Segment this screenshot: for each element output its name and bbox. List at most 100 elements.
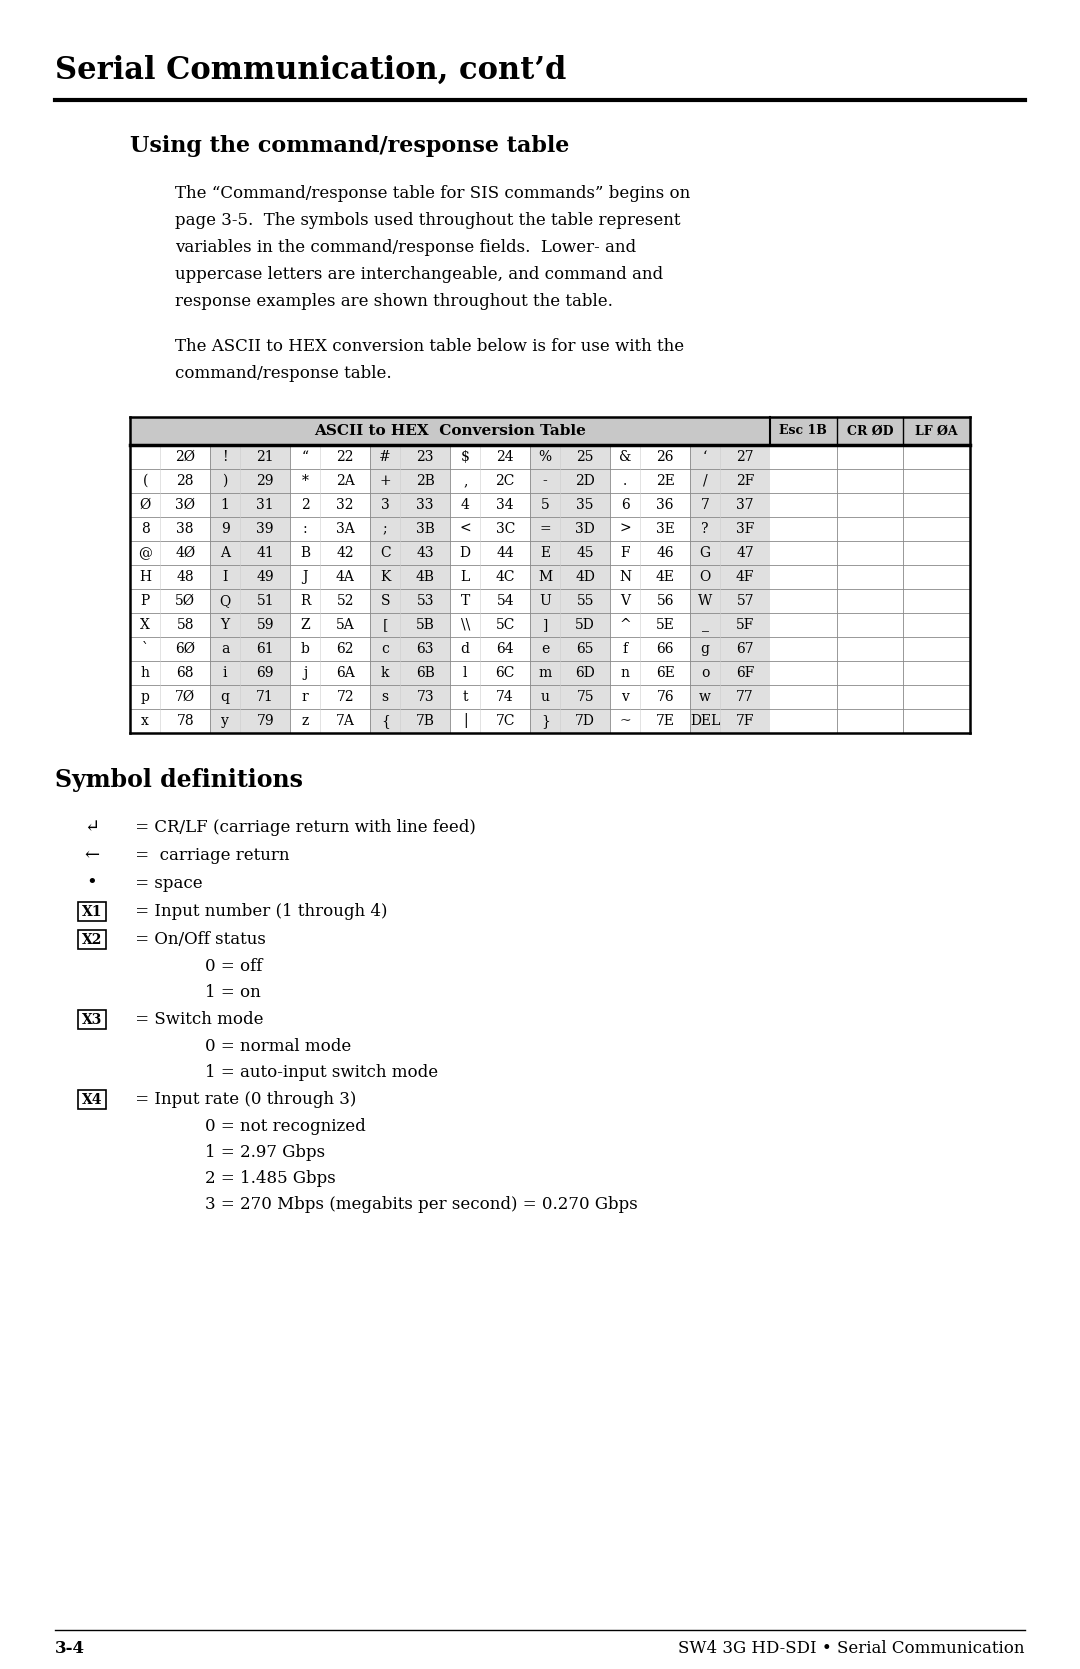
Text: 68: 68 [176,666,194,679]
Text: 78: 78 [176,714,194,728]
Text: uppercase letters are interchangeable, and command and: uppercase letters are interchangeable, a… [175,265,663,284]
Text: ): ) [222,474,228,487]
Text: {: { [381,714,390,728]
Bar [210,469,291,492]
Bar [690,566,770,589]
Text: X1: X1 [82,905,103,918]
Bar [210,589,291,613]
Text: 54: 54 [497,594,514,608]
Text: F: F [620,546,630,561]
Text: J: J [302,571,308,584]
Text: 65: 65 [577,643,594,656]
Text: i: i [222,666,228,679]
Text: 44: 44 [497,546,514,561]
Text: ~: ~ [620,714,631,728]
Text: 21: 21 [256,451,274,464]
Bar [530,661,610,684]
Text: T: T [460,594,470,608]
Text: y: y [221,714,229,728]
Text: 3: 3 [381,497,390,512]
Bar [530,709,610,733]
Text: 7C: 7C [496,714,515,728]
Text: o: o [701,666,710,679]
Text: 77: 77 [737,689,754,704]
Text: 2 = 1.485 Gbps: 2 = 1.485 Gbps [205,1170,336,1187]
Text: 35: 35 [577,497,594,512]
Text: 38: 38 [176,522,194,536]
Text: 2F: 2F [735,474,755,487]
Text: 3E: 3E [656,522,675,536]
Bar [210,613,291,638]
Bar [530,469,610,492]
Text: 5: 5 [541,497,550,512]
Text: ^: ^ [620,618,631,633]
Text: b: b [300,643,310,656]
Text: ,: , [463,474,468,487]
Text: 61: 61 [256,643,274,656]
Text: `: ` [141,643,149,656]
Text: = On/Off status: = On/Off status [130,931,266,948]
Text: 3F: 3F [735,522,755,536]
Text: 6Ø: 6Ø [175,643,195,656]
Text: G: G [700,546,711,561]
Text: 4E: 4E [656,571,675,584]
Text: 1 = 2.97 Gbps: 1 = 2.97 Gbps [205,1143,325,1162]
Text: 3 = 270 Mbps (megabits per second) = 0.270 Gbps: 3 = 270 Mbps (megabits per second) = 0.2… [205,1197,638,1213]
Text: }: } [541,714,550,728]
Text: O: O [700,571,711,584]
Text: 45: 45 [577,546,594,561]
Text: 6F: 6F [735,666,755,679]
Text: =: = [539,522,551,536]
Text: response examples are shown throughout the table.: response examples are shown throughout t… [175,294,612,310]
Text: LF ØA: LF ØA [916,424,958,437]
Text: _: _ [702,618,708,633]
Text: V: V [620,594,631,608]
Bar [690,684,770,709]
Text: e: e [541,643,550,656]
Text: 5B: 5B [416,618,434,633]
Text: 56: 56 [657,594,674,608]
Text: 7B: 7B [416,714,434,728]
Bar [530,684,610,709]
Text: f: f [623,643,627,656]
Text: x: x [141,714,149,728]
Text: 3D: 3D [576,522,595,536]
Text: 52: 52 [337,594,354,608]
Bar [370,684,450,709]
Text: CR ØD: CR ØD [847,424,893,437]
Text: #: # [379,451,391,464]
Text: /: / [703,474,707,487]
Text: Serial Communication, cont’d: Serial Communication, cont’d [55,55,566,87]
Text: %: % [539,451,552,464]
Bar [690,589,770,613]
Text: 5E: 5E [656,618,675,633]
Text: 31: 31 [256,497,274,512]
Text: command/response table.: command/response table. [175,366,392,382]
Text: 72: 72 [336,689,354,704]
Text: 9: 9 [220,522,230,536]
Text: page 3-5.  The symbols used throughout the table represent: page 3-5. The symbols used throughout th… [175,212,680,229]
Text: 29: 29 [256,474,274,487]
Text: 5C: 5C [496,618,515,633]
Text: 28: 28 [176,474,194,487]
Bar [210,517,291,541]
Text: D: D [460,546,471,561]
Text: ‘: ‘ [703,451,707,464]
Text: Ø: Ø [139,497,151,512]
Text: I: I [222,571,228,584]
Text: 51: 51 [256,594,274,608]
Text: l: l [463,666,468,679]
Text: m: m [539,666,552,679]
Text: z: z [301,714,309,728]
Text: 62: 62 [337,643,354,656]
Text: 24: 24 [497,451,514,464]
Text: E: E [540,546,551,561]
Text: 7D: 7D [576,714,595,728]
Text: 8: 8 [140,522,149,536]
Text: 59: 59 [256,618,274,633]
Text: r: r [301,689,309,704]
Text: 58: 58 [176,618,194,633]
Text: !: ! [222,451,228,464]
Bar [130,417,970,733]
Text: q: q [220,689,230,704]
